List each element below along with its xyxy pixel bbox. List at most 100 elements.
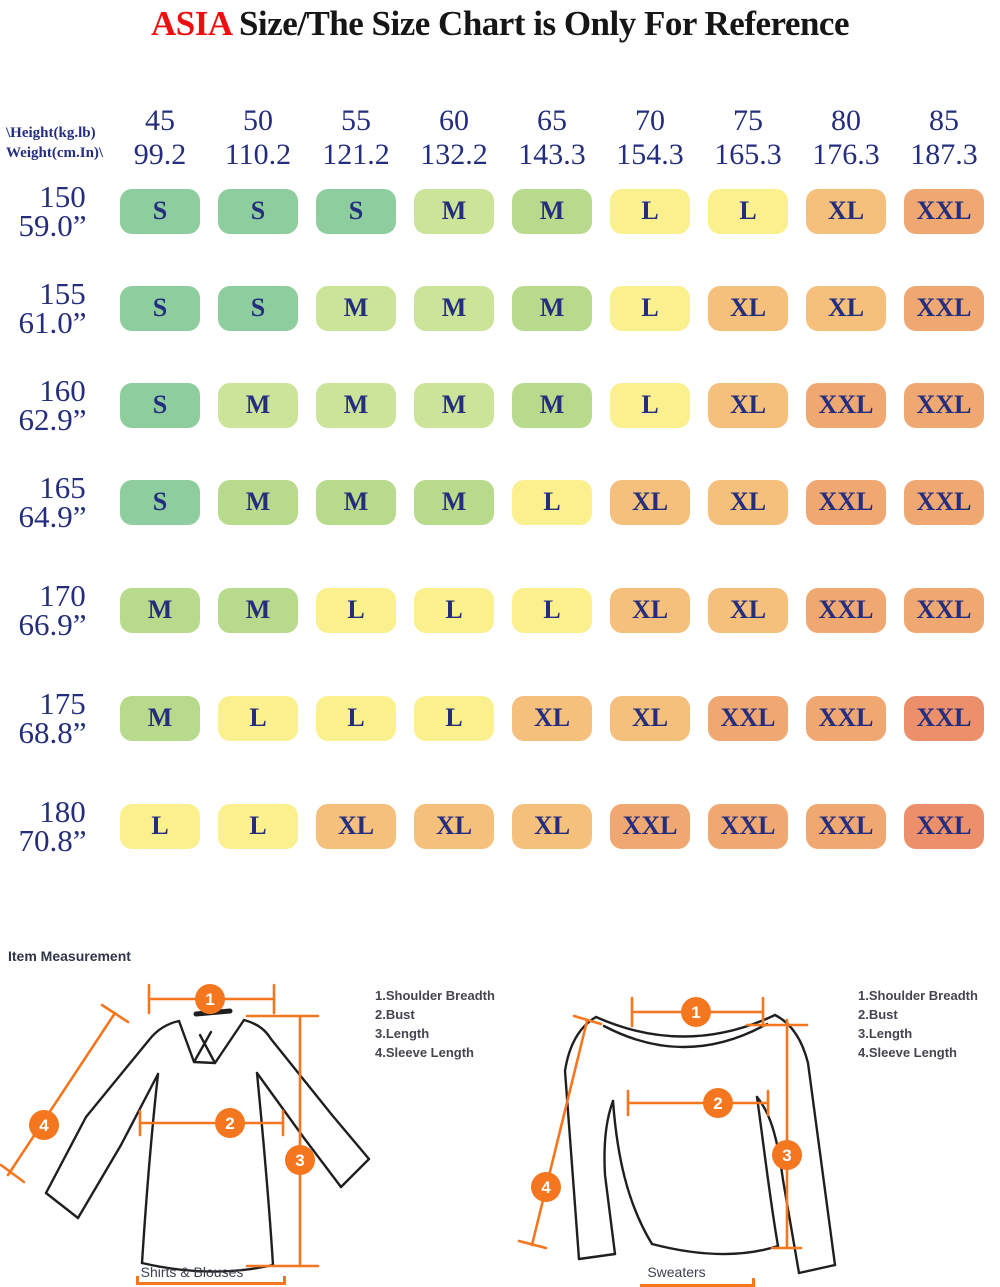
size-cell: S <box>218 188 298 234</box>
size-cell: M <box>316 285 396 331</box>
marker-4-circle <box>531 1172 561 1202</box>
shirt-left-sleeve <box>44 1019 181 1195</box>
column-header: 60 132.2 <box>405 104 503 172</box>
size-cell: XL <box>708 285 788 331</box>
column-header: 65 143.3 <box>503 104 601 172</box>
outline-path <box>755 1095 780 1248</box>
size-cell: L <box>218 803 298 849</box>
marker-2-number: 2 <box>713 1094 722 1113</box>
table-row: 150 59.0” S S S M M L L XL XXL <box>0 179 1000 241</box>
measure-line-fragment <box>752 1278 755 1287</box>
weight-lb-value: 165.3 <box>714 138 782 171</box>
size-cell: M <box>218 587 298 633</box>
marker-1-number: 1 <box>691 1003 700 1022</box>
measure-line-fragment <box>138 1282 286 1285</box>
legend-item: 3.Length <box>375 1026 430 1041</box>
height-cm-value: 150 <box>39 179 86 214</box>
outline-path <box>140 1261 275 1273</box>
measure-line-fragment <box>136 1276 139 1285</box>
outline-path <box>198 1033 217 1065</box>
size-cell: M <box>218 382 298 428</box>
row-label: 155 61.0” <box>0 278 111 338</box>
marker-3-circle <box>772 1140 802 1170</box>
size-cell: XXL <box>904 479 984 525</box>
row-label: 165 64.9” <box>0 472 111 532</box>
table-corner-label: \Height(kg.lb) Weight(cm.In)\ <box>0 123 111 172</box>
caption-sweaters: Sweaters <box>647 1264 706 1280</box>
size-cell: M <box>414 382 494 428</box>
column-header: 50 110.2 <box>209 104 307 172</box>
size-cell: S <box>120 188 200 234</box>
size-cell: L <box>414 587 494 633</box>
size-cell: L <box>610 285 690 331</box>
legend-item: 1.Shoulder Breadth <box>375 988 495 1003</box>
height-cm-value: 155 <box>39 276 86 311</box>
marker-4-circle <box>29 1110 59 1140</box>
size-cell: M <box>218 479 298 525</box>
size-cell: XXL <box>904 587 984 633</box>
size-cell: L <box>610 382 690 428</box>
table-body: 150 59.0” S S S M M L L XL XXL 155 61.0” S S M M M L XL XL XX… <box>0 179 1000 856</box>
size-cell: M <box>414 285 494 331</box>
size-cell: M <box>512 188 592 234</box>
size-cell: XL <box>708 587 788 633</box>
marker-3-number: 3 <box>782 1146 791 1165</box>
row-label: 180 70.8” <box>0 796 111 856</box>
size-cell: XL <box>708 382 788 428</box>
weight-lb-value: 121.2 <box>322 138 390 171</box>
size-cell: L <box>610 188 690 234</box>
size-cell: XXL <box>806 803 886 849</box>
weight-kg-value: 85 <box>929 104 959 137</box>
outline-path <box>572 1014 603 1026</box>
size-cell: XXL <box>610 803 690 849</box>
sweater-measure-lines <box>517 996 809 1250</box>
table-header-row: \Height(kg.lb) Weight(cm.In)\ 45 99.2 50 11… <box>0 104 1000 172</box>
height-in-value: 59.0” <box>18 208 87 243</box>
legend-item: 1.Shoulder Breadth <box>858 988 978 1003</box>
size-cell: XXL <box>806 479 886 525</box>
measure-line-fragment <box>640 1284 754 1287</box>
weight-lb-value: 154.3 <box>616 138 684 171</box>
size-cell: L <box>708 188 788 234</box>
size-cell: M <box>316 382 396 428</box>
height-cm-value: 165 <box>39 470 86 505</box>
size-cell: XL <box>610 479 690 525</box>
size-cell: XXL <box>806 587 886 633</box>
size-cell: L <box>512 479 592 525</box>
weight-kg-value: 80 <box>831 104 861 137</box>
size-cell: L <box>316 695 396 741</box>
table-row: 180 70.8” L L XL XL XL XXL XXL XXL XXL <box>0 796 1000 856</box>
sleeve-measure-line <box>6 1011 117 1177</box>
row-label: 175 68.8” <box>0 688 111 750</box>
marker-2-number: 2 <box>225 1114 234 1133</box>
shirt-right-sleeve <box>242 1018 371 1161</box>
weight-lb-value: 99.2 <box>133 138 187 171</box>
corner-height-label: \Height(kg.lb) <box>6 125 96 141</box>
title-rest: Size/The Size Chart is Only For Referenc… <box>230 4 850 43</box>
weight-lb-value: 143.3 <box>518 138 586 171</box>
shirt-markers: 1 4 2 3 <box>29 984 315 1175</box>
column-header: 80 176.3 <box>797 104 895 172</box>
legend-item: 2.Bust <box>375 1007 415 1022</box>
size-cell: XXL <box>904 382 984 428</box>
column-header: 45 99.2 <box>111 104 209 172</box>
size-cell: M <box>120 695 200 741</box>
outline-path <box>100 1003 130 1024</box>
weight-kg-value: 65 <box>537 104 567 137</box>
outline-path <box>650 1242 780 1256</box>
size-cell: L <box>120 803 200 849</box>
weight-kg-value: 70 <box>635 104 665 137</box>
size-cell: XL <box>708 479 788 525</box>
size-cell: XXL <box>904 803 984 849</box>
weight-kg-value: 45 <box>145 104 175 137</box>
height-in-value: 68.8” <box>18 715 87 750</box>
size-cell: XL <box>316 803 396 849</box>
outline-path <box>44 1191 80 1220</box>
height-in-value: 66.9” <box>18 607 87 642</box>
outline-path <box>0 1163 26 1184</box>
size-cell: M <box>512 382 592 428</box>
size-cell: M <box>414 188 494 234</box>
height-cm-value: 180 <box>39 794 86 829</box>
marker-3-number: 3 <box>295 1151 304 1170</box>
